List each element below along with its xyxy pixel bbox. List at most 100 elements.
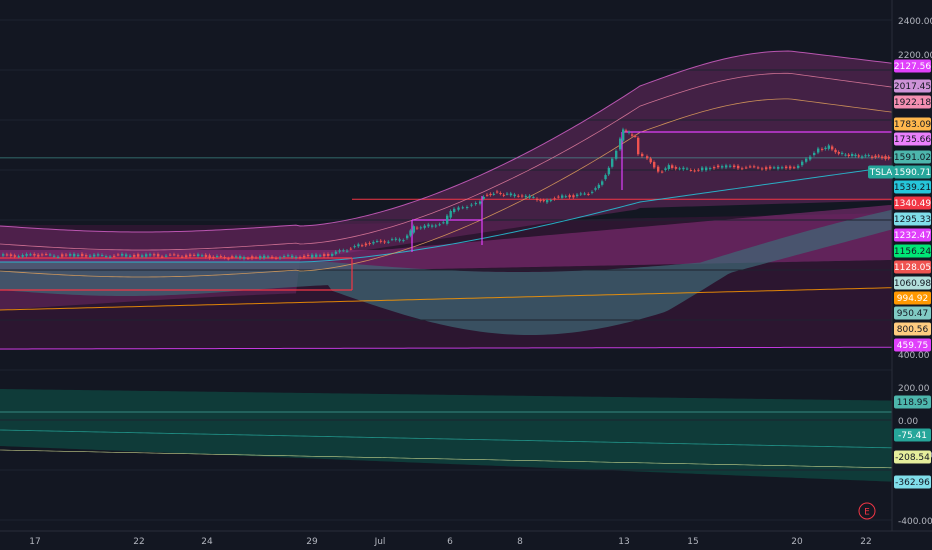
candle[interactable] bbox=[841, 152, 844, 154]
candle[interactable] bbox=[353, 246, 356, 248]
candle[interactable] bbox=[327, 253, 330, 256]
candle[interactable] bbox=[189, 254, 192, 257]
candle[interactable] bbox=[177, 255, 180, 257]
candle[interactable] bbox=[338, 250, 341, 252]
candle[interactable] bbox=[291, 255, 294, 258]
candle[interactable] bbox=[247, 258, 250, 260]
candle[interactable] bbox=[85, 255, 88, 257]
candle[interactable] bbox=[49, 254, 52, 256]
candle[interactable] bbox=[93, 254, 96, 257]
candle[interactable] bbox=[169, 254, 172, 256]
candle[interactable] bbox=[725, 165, 728, 168]
candle[interactable] bbox=[474, 203, 478, 205]
candle[interactable] bbox=[604, 175, 607, 180]
candle[interactable] bbox=[741, 168, 744, 170]
candle[interactable] bbox=[185, 255, 188, 258]
candle[interactable] bbox=[576, 194, 579, 197]
candle[interactable] bbox=[9, 254, 13, 257]
candle[interactable] bbox=[831, 146, 834, 150]
candle[interactable] bbox=[133, 255, 136, 257]
candle[interactable] bbox=[797, 165, 800, 168]
candle[interactable] bbox=[13, 255, 17, 257]
candle[interactable] bbox=[789, 166, 792, 169]
candle[interactable] bbox=[181, 256, 184, 258]
candle[interactable] bbox=[729, 165, 732, 167]
candle[interactable] bbox=[29, 254, 32, 256]
candle[interactable] bbox=[65, 254, 68, 256]
candle[interactable] bbox=[765, 167, 768, 170]
candle[interactable] bbox=[53, 255, 56, 257]
candle[interactable] bbox=[686, 168, 689, 170]
candle[interactable] bbox=[701, 167, 704, 171]
candle[interactable] bbox=[517, 195, 520, 197]
candle[interactable] bbox=[376, 240, 379, 242]
candle[interactable] bbox=[391, 239, 394, 241]
candle[interactable] bbox=[457, 207, 460, 210]
candle[interactable] bbox=[77, 254, 80, 257]
candle[interactable] bbox=[591, 191, 594, 193]
earnings-circle[interactable] bbox=[858, 502, 876, 520]
candle[interactable] bbox=[579, 193, 583, 195]
candle[interactable] bbox=[857, 155, 861, 157]
candle[interactable] bbox=[364, 243, 368, 246]
candle[interactable] bbox=[611, 158, 614, 167]
candle[interactable] bbox=[149, 254, 152, 256]
candle[interactable] bbox=[409, 230, 412, 236]
candle[interactable] bbox=[809, 156, 812, 160]
candle[interactable] bbox=[496, 191, 499, 193]
candle[interactable] bbox=[223, 257, 226, 259]
candle[interactable] bbox=[887, 156, 891, 159]
candle[interactable] bbox=[874, 155, 877, 158]
candle[interactable] bbox=[561, 195, 564, 198]
candle[interactable] bbox=[423, 225, 426, 228]
candle[interactable] bbox=[470, 204, 473, 206]
candle[interactable] bbox=[667, 165, 671, 170]
candle[interactable] bbox=[157, 254, 160, 257]
candle[interactable] bbox=[678, 168, 681, 170]
candle[interactable] bbox=[219, 256, 223, 258]
candle[interactable] bbox=[871, 156, 874, 158]
candle[interactable] bbox=[402, 240, 405, 242]
candle[interactable] bbox=[661, 171, 664, 173]
candle[interactable] bbox=[546, 200, 549, 203]
candle[interactable] bbox=[713, 167, 716, 169]
candle[interactable] bbox=[21, 255, 24, 257]
candle[interactable] bbox=[769, 166, 772, 169]
candle[interactable] bbox=[499, 193, 502, 195]
candle[interactable] bbox=[303, 255, 306, 258]
candle[interactable] bbox=[528, 195, 531, 198]
candle[interactable] bbox=[757, 167, 760, 169]
candle[interactable] bbox=[631, 134, 634, 136]
candle[interactable] bbox=[5, 254, 9, 256]
candle[interactable] bbox=[625, 130, 628, 132]
candle[interactable] bbox=[539, 200, 542, 202]
candle[interactable] bbox=[453, 208, 456, 213]
candle[interactable] bbox=[361, 245, 364, 247]
candle[interactable] bbox=[319, 255, 322, 257]
candle[interactable] bbox=[419, 227, 423, 229]
candle[interactable] bbox=[749, 166, 752, 168]
candle[interactable] bbox=[212, 256, 215, 259]
candle[interactable] bbox=[105, 256, 108, 258]
candle[interactable] bbox=[2, 254, 5, 256]
candle[interactable] bbox=[442, 222, 445, 224]
candle[interactable] bbox=[331, 253, 334, 256]
candle[interactable] bbox=[568, 195, 571, 198]
candle[interactable] bbox=[821, 148, 824, 150]
candle[interactable] bbox=[597, 184, 601, 189]
candle[interactable] bbox=[482, 196, 485, 199]
candle[interactable] bbox=[801, 161, 804, 166]
candle[interactable] bbox=[864, 155, 867, 157]
candle[interactable] bbox=[145, 254, 148, 257]
candle[interactable] bbox=[97, 254, 100, 256]
candle[interactable] bbox=[622, 129, 625, 141]
candle[interactable] bbox=[641, 153, 644, 157]
candle[interactable] bbox=[553, 198, 556, 200]
time-axis[interactable]: 17 22 24 29 Jul 6 8 13 15 20 22 bbox=[0, 530, 932, 547]
candle[interactable] bbox=[837, 152, 841, 154]
candle[interactable] bbox=[657, 166, 660, 172]
candle[interactable] bbox=[509, 193, 513, 196]
candle[interactable] bbox=[449, 211, 452, 218]
candle[interactable] bbox=[446, 215, 449, 224]
candle[interactable] bbox=[438, 224, 441, 226]
